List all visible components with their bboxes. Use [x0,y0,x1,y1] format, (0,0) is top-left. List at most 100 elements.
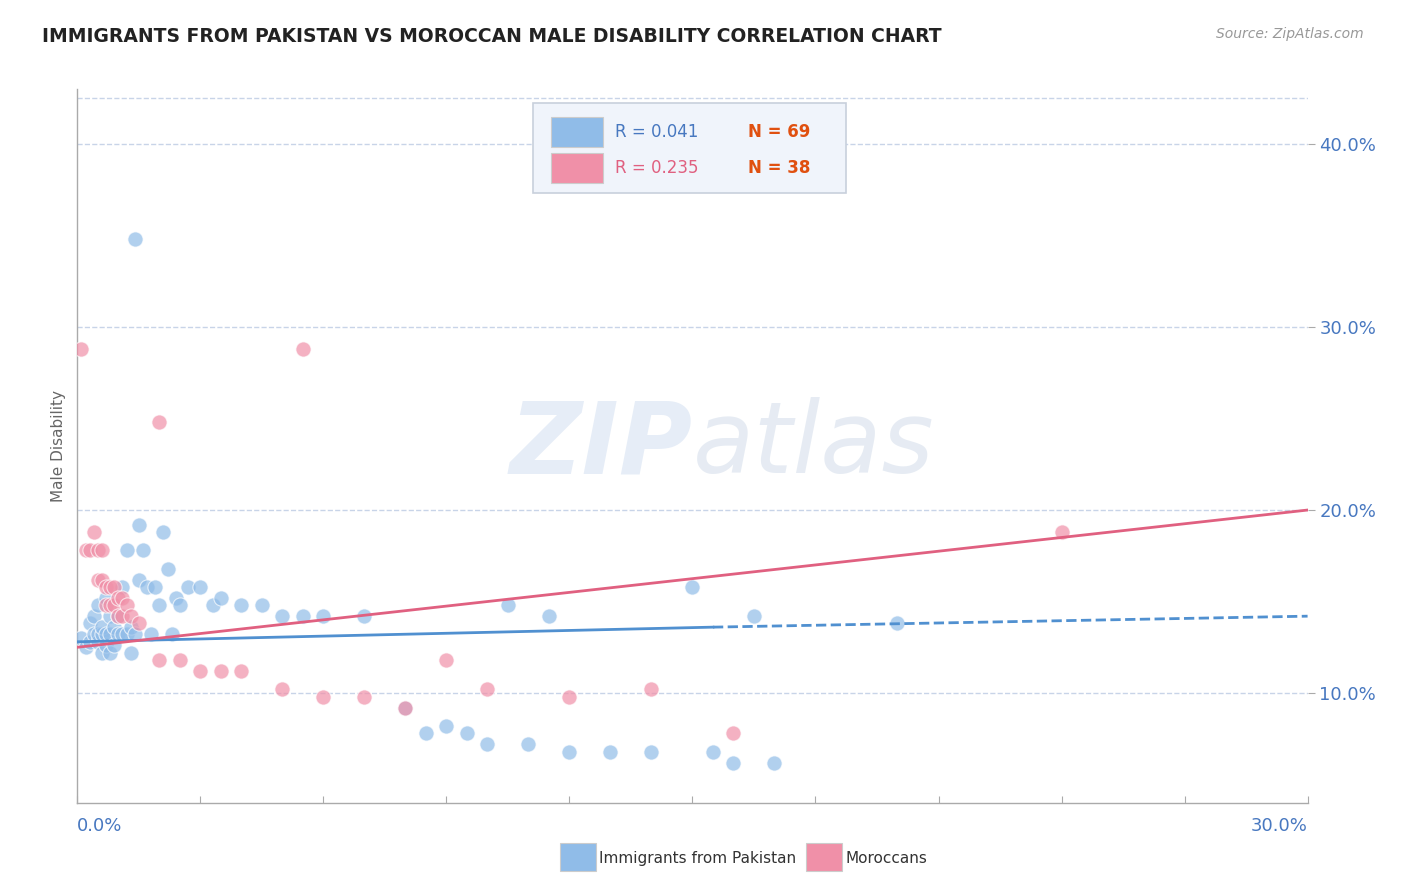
Text: R = 0.041: R = 0.041 [614,123,699,141]
Point [436,719,458,733]
Point [291,609,314,624]
Point [132,543,155,558]
Point [209,591,232,605]
Point [312,609,335,624]
Point [120,609,142,624]
Point [394,700,416,714]
Point [87,627,110,641]
Point [723,756,745,770]
Point [111,627,134,641]
Point [558,690,581,704]
Point [291,342,314,356]
Point [177,580,200,594]
Point [124,627,146,641]
Point [353,690,375,704]
Point [231,664,253,678]
Point [103,580,125,594]
Point [148,598,170,612]
Text: ZIP: ZIP [509,398,693,494]
Point [517,737,540,751]
Point [94,627,117,641]
Point [742,609,765,624]
Point [209,664,232,678]
Point [120,646,142,660]
Point [115,598,138,612]
Point [94,598,117,612]
Point [79,634,101,648]
Point [353,609,375,624]
Point [1050,524,1073,539]
Point [128,616,150,631]
Point [94,591,117,605]
Point [886,616,908,631]
Point [111,591,134,605]
Point [107,591,129,605]
Point [169,598,191,612]
Point [87,573,110,587]
Point [558,745,581,759]
Point [124,232,146,246]
Text: N = 38: N = 38 [748,159,810,177]
Point [201,598,224,612]
Point [231,598,253,612]
Point [83,524,105,539]
Point [250,598,273,612]
Point [83,627,105,641]
Point [115,627,138,641]
Text: Immigrants from Pakistan: Immigrants from Pakistan [599,852,796,866]
Point [103,620,125,634]
Point [83,609,105,624]
Text: R = 0.235: R = 0.235 [614,159,699,177]
Point [87,598,110,612]
Point [98,580,121,594]
Point [98,609,121,624]
Point [94,639,117,653]
Point [415,726,437,740]
Point [90,620,114,634]
FancyBboxPatch shape [551,153,603,183]
Point [75,543,97,558]
Point [599,745,621,759]
Point [98,598,121,612]
Point [188,580,212,594]
Point [107,627,129,641]
Point [723,726,745,740]
Point [79,543,101,558]
Text: Moroccans: Moroccans [845,852,927,866]
Y-axis label: Male Disability: Male Disability [51,390,66,502]
Point [496,598,519,612]
Point [98,646,121,660]
Point [103,639,125,653]
Text: Source: ZipAtlas.com: Source: ZipAtlas.com [1216,27,1364,41]
Point [640,682,662,697]
Point [156,561,179,575]
Point [90,646,114,660]
Point [682,580,704,594]
Point [120,620,142,634]
Point [169,653,191,667]
Point [640,745,662,759]
Text: N = 69: N = 69 [748,123,810,141]
Point [128,573,150,587]
Point [70,631,93,645]
Point [436,653,458,667]
Point [143,580,166,594]
Point [90,573,114,587]
Point [79,616,101,631]
Point [103,598,125,612]
FancyBboxPatch shape [551,117,603,147]
Point [107,609,129,624]
Point [152,524,174,539]
Point [188,664,212,678]
Text: 0.0%: 0.0% [77,817,122,835]
Point [148,415,170,429]
Point [160,627,183,641]
Point [111,609,134,624]
Point [456,726,478,740]
Text: IMMIGRANTS FROM PAKISTAN VS MOROCCAN MALE DISABILITY CORRELATION CHART: IMMIGRANTS FROM PAKISTAN VS MOROCCAN MAL… [42,27,942,45]
Point [477,682,499,697]
Point [75,640,97,655]
Text: atlas: atlas [693,398,934,494]
Point [394,700,416,714]
Text: 30.0%: 30.0% [1251,817,1308,835]
